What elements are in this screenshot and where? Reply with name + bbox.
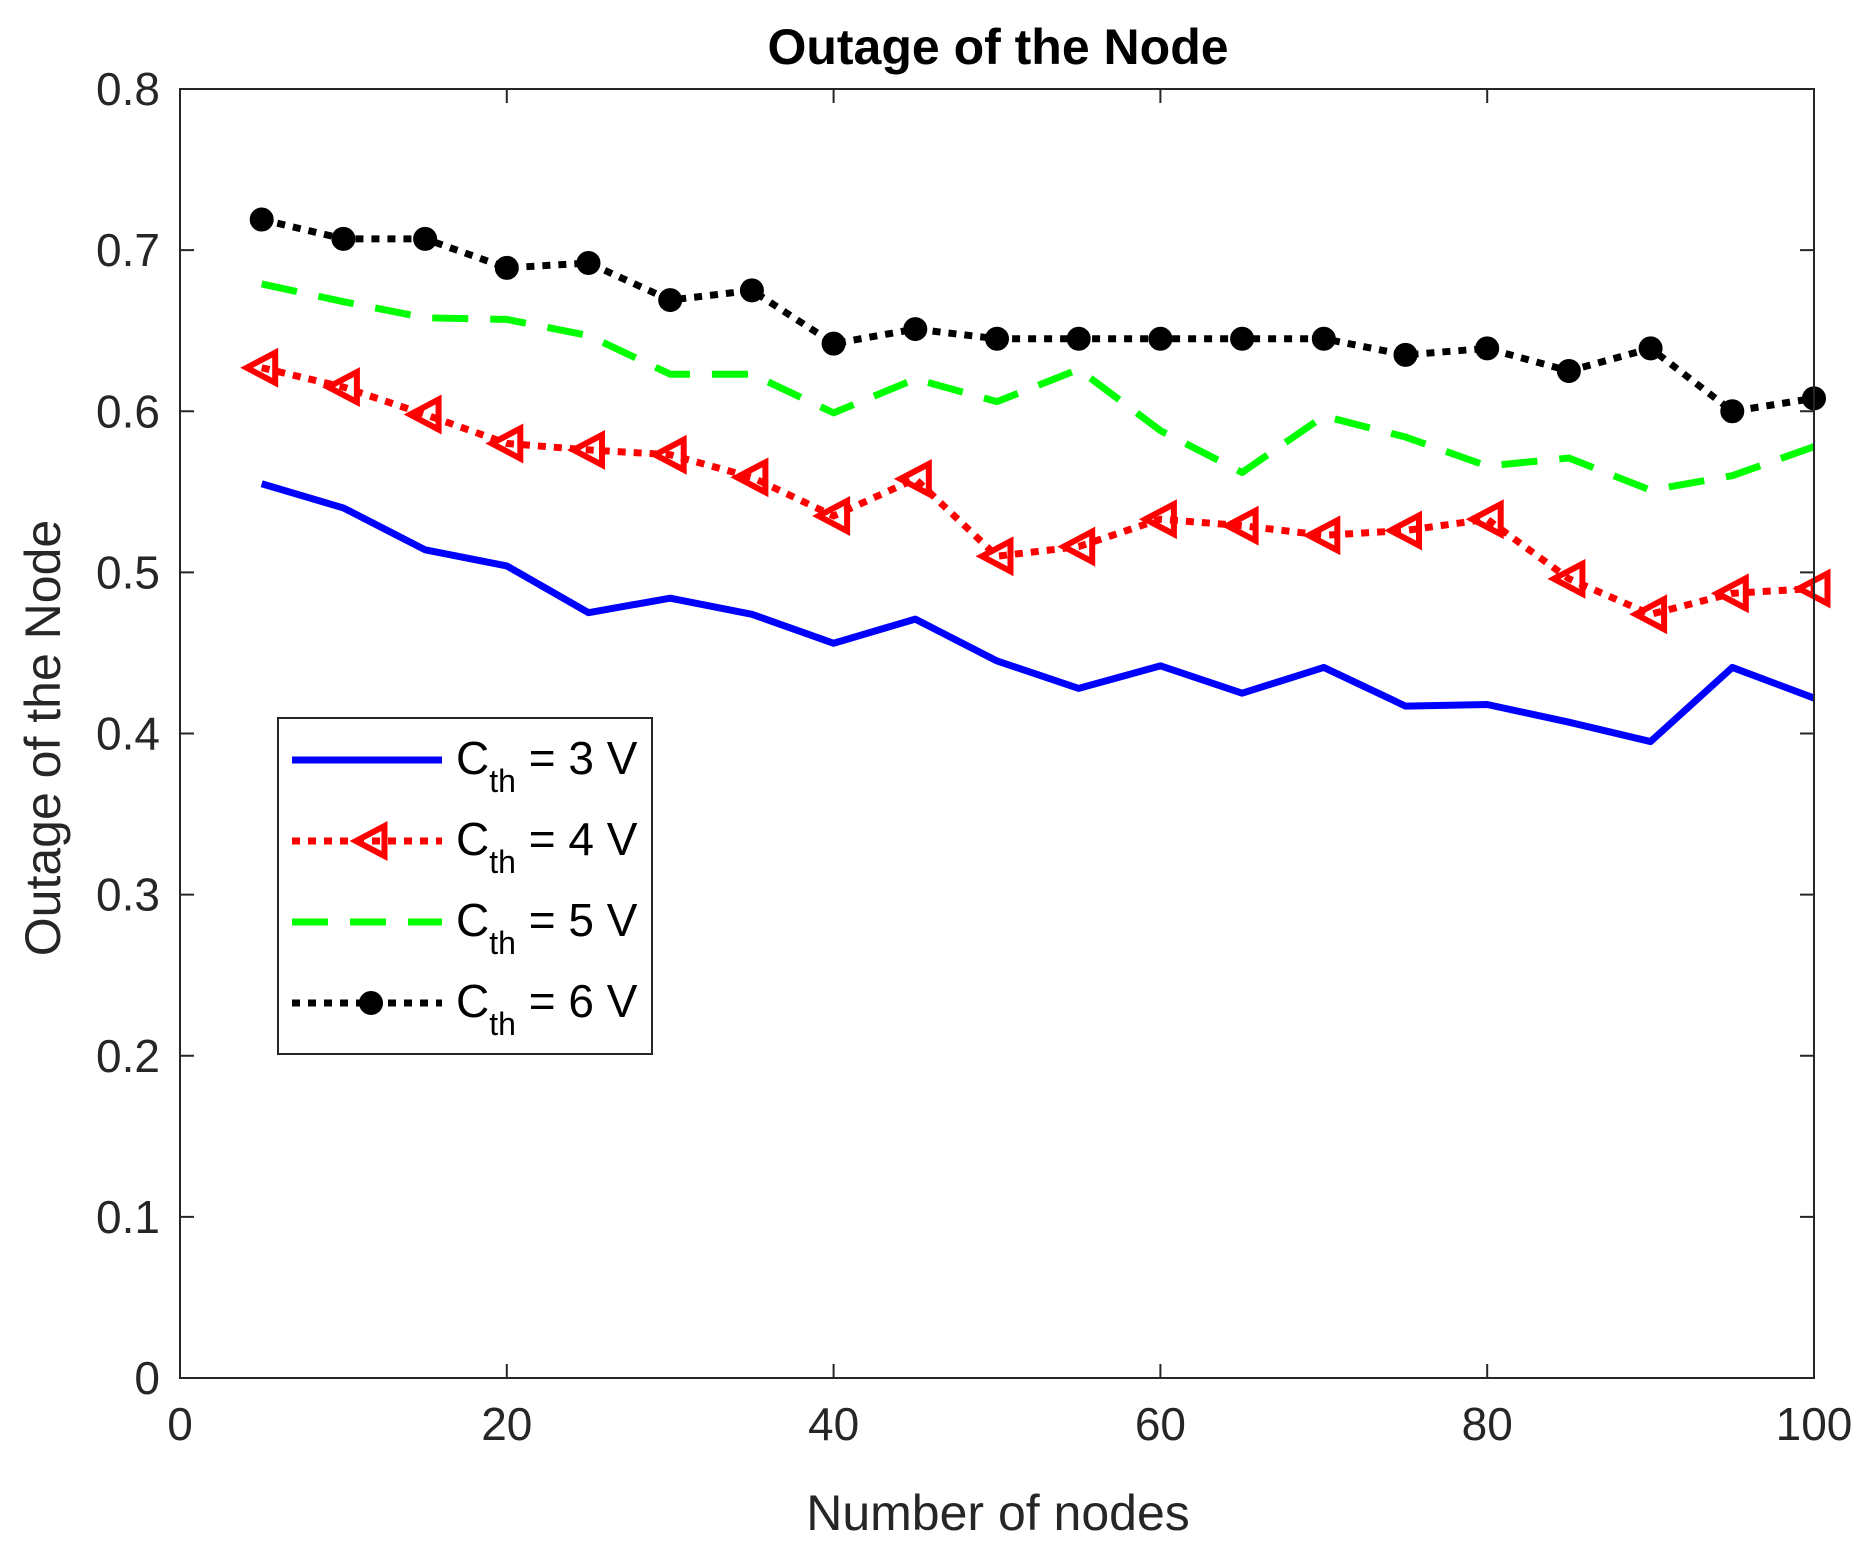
series-point: [1302, 515, 1341, 556]
series-point: [1311, 326, 1336, 351]
series-point: [403, 394, 442, 435]
series-point: [1638, 336, 1663, 361]
x-tick-label: 20: [481, 1398, 532, 1450]
legend-box: [277, 717, 653, 1055]
series-point: [321, 367, 360, 408]
series-point: [1230, 326, 1255, 351]
y-tick-label: 0.3: [96, 869, 160, 921]
series-point: [1556, 358, 1581, 383]
series-point: [658, 288, 683, 313]
series-point: [1138, 499, 1177, 540]
series-point: [648, 434, 687, 475]
series-point: [567, 429, 605, 470]
series-line: [260, 480, 1816, 746]
series-point: [903, 317, 928, 342]
series-point: [1393, 342, 1418, 367]
y-tick-label: 0.8: [96, 63, 160, 115]
legend-samples: [292, 756, 442, 1015]
series-4: [249, 207, 1826, 424]
series-point: [1547, 558, 1586, 599]
series-point: [1148, 326, 1173, 351]
legend-entries: Cth = 3 V Cth = 4 V Cth = 5 V Cth = 6 V: [456, 732, 638, 1042]
series-line: [260, 216, 1815, 415]
series-point: [893, 458, 932, 499]
x-tick-label: 40: [808, 1398, 859, 1450]
series-point: [249, 207, 274, 232]
series-line: [260, 364, 1815, 618]
y-tick-label: 0.7: [96, 224, 160, 276]
legend-marker-sample: [349, 821, 388, 861]
series-point: [1220, 505, 1259, 546]
series-point: [413, 226, 438, 251]
x-axis-label: Number of nodes: [806, 1485, 1190, 1541]
chart-title: Outage of the Node: [767, 19, 1228, 75]
series-point: [1465, 499, 1504, 540]
x-tick-label: 80: [1462, 1398, 1513, 1450]
y-tick-label: 0.1: [96, 1191, 160, 1243]
series-point: [485, 423, 524, 464]
series-point: [1066, 326, 1091, 351]
legend-entry-label: Cth = 3 V: [456, 732, 638, 799]
series-point: [494, 255, 519, 280]
series-point: [975, 536, 1014, 577]
legend-entry-label: Cth = 4 V: [456, 813, 638, 880]
series-line: [260, 280, 1816, 494]
y-tick-label: 0: [134, 1352, 160, 1404]
legend-entry-label: Cth = 6 V: [456, 975, 638, 1042]
series-point: [739, 278, 764, 303]
series-2: [240, 347, 1831, 635]
series-point: [812, 496, 851, 536]
series-point: [1475, 336, 1500, 361]
series-point: [985, 326, 1009, 351]
series-point: [1384, 510, 1422, 551]
legend-marker-sample: [359, 991, 383, 1015]
series-point: [1710, 573, 1749, 614]
y-tick-label: 0.2: [96, 1030, 160, 1082]
y-tick-label: 0.5: [96, 546, 160, 598]
series-point: [1720, 399, 1745, 424]
legend-entry-label: Cth = 5 V: [456, 894, 638, 961]
x-tick-label: 0: [167, 1398, 193, 1450]
series-point: [821, 331, 846, 356]
y-tick-label: 0.6: [96, 385, 160, 437]
y-tick-label: 0.4: [96, 708, 160, 760]
series-point: [730, 457, 769, 498]
series-3: [260, 280, 1816, 494]
x-tick-label: 60: [1135, 1398, 1186, 1450]
series-point: [1057, 526, 1096, 567]
legend: Cth = 3 V Cth = 4 V Cth = 5 V Cth = 6 V: [277, 717, 653, 1055]
series-point: [1629, 594, 1668, 635]
series-point: [331, 226, 356, 251]
ticks: 0 20 40 60 80 100 0 0.1 0.2 0.3 0.4 0.5 0.6 0.7 0.8: [96, 63, 1852, 1450]
series-1: [260, 480, 1816, 746]
series-point: [576, 251, 601, 276]
series-point: [240, 347, 279, 388]
x-tick-label: 100: [1776, 1398, 1853, 1450]
y-axis-label: Outage of the Node: [15, 520, 71, 956]
series-layer: [240, 207, 1831, 746]
